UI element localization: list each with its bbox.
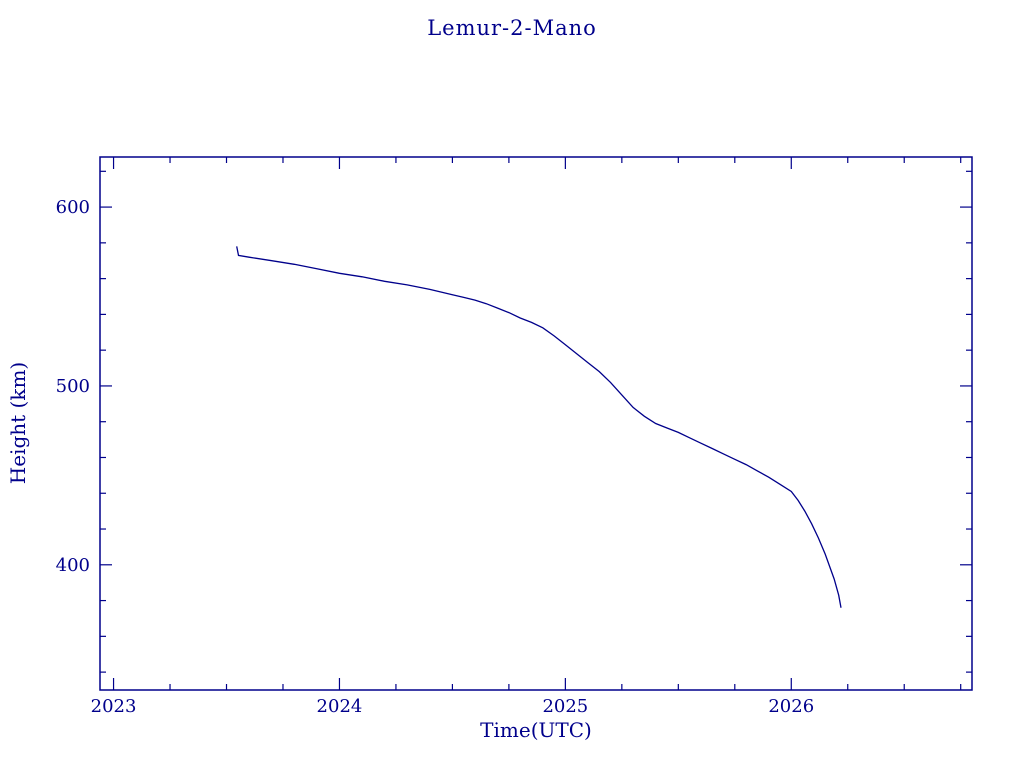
x-axis-label: Time(UTC) <box>480 718 592 742</box>
axis-tick-label: 2025 <box>542 696 588 717</box>
axis-tick-label: 2023 <box>91 696 137 717</box>
height-decay-line <box>236 246 842 608</box>
axis-tick-label: 500 <box>56 376 90 397</box>
axis-tick-label: 2024 <box>317 696 363 717</box>
y-axis-label: Height (km) <box>6 361 30 485</box>
chart-title: Lemur-2-Mano <box>427 16 597 40</box>
axis-tick-label: 400 <box>56 555 90 576</box>
axis-tick-label: 600 <box>56 197 90 218</box>
plot-frame <box>99 156 973 691</box>
axis-tick-label: 2026 <box>768 696 814 717</box>
